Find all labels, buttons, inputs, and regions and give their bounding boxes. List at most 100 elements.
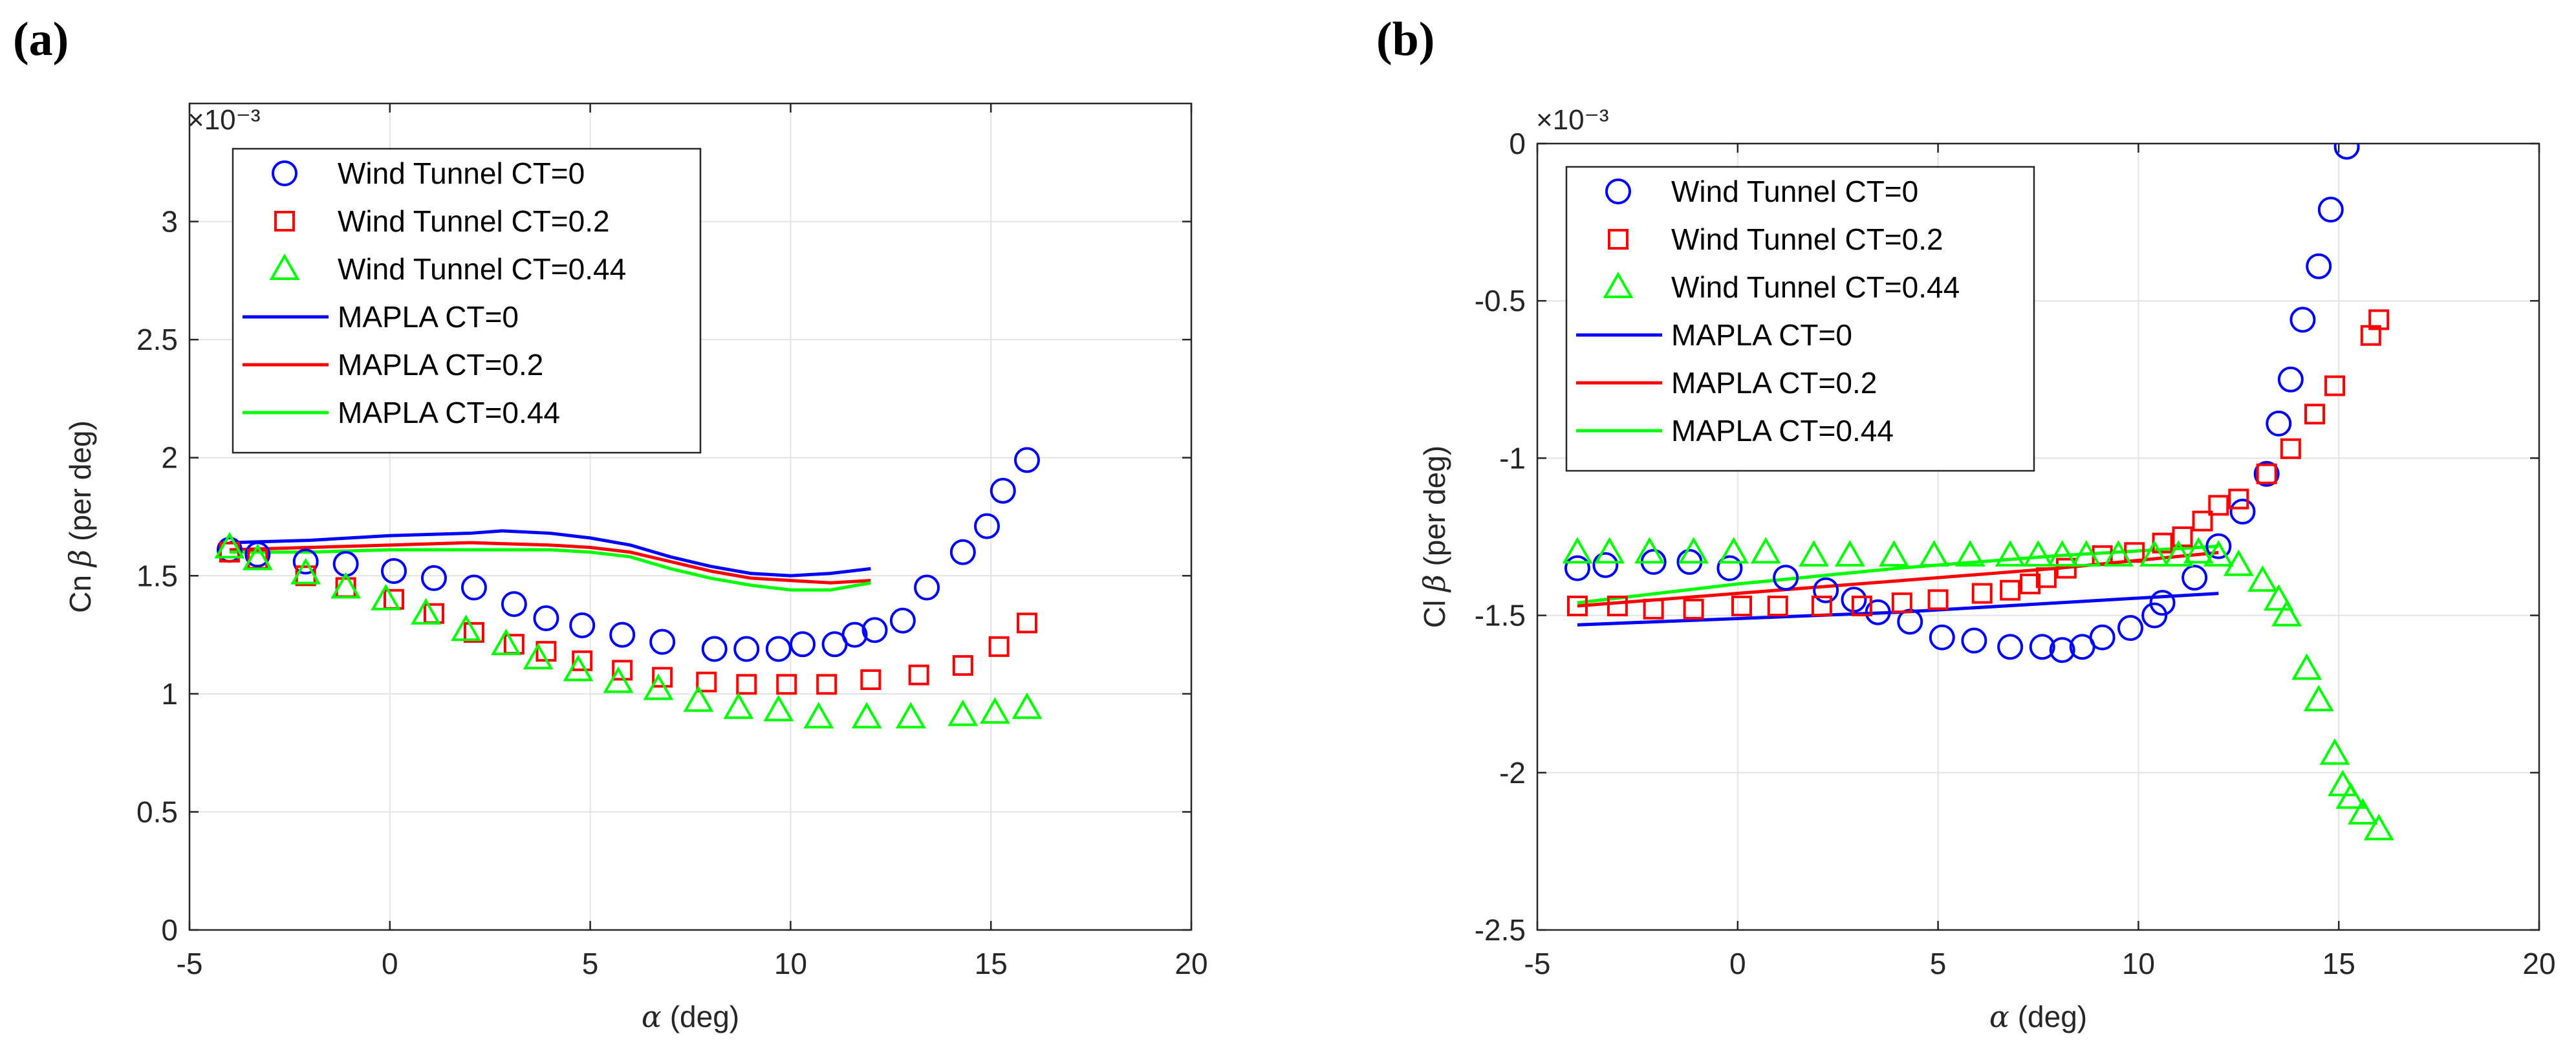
data-point-wind-tunnel-ct-0 (765, 636, 792, 662)
x-tick-label: 5 (1930, 947, 1947, 980)
data-point-wind-tunnel-ct-0 (2149, 590, 2176, 616)
data-point-wind-tunnel-ct-0 (460, 574, 487, 601)
data-point-wind-tunnel-ct-0 (701, 636, 728, 662)
data-point-wind-tunnel-ct-0 (1865, 599, 1891, 625)
y-axis-label: Cn β (per deg) (63, 420, 98, 613)
legend-entry-label: MAPLA CT=0.44 (338, 396, 560, 429)
data-point-wind-tunnel-ct-0-44 (2319, 738, 2350, 765)
legend-entry-label: MAPLA CT=0.2 (1671, 366, 1877, 400)
x-axis-label: α (deg) (1989, 999, 2087, 1034)
y-tick-label: -0.5 (1475, 284, 1526, 318)
x-tick-label: 0 (382, 947, 398, 980)
data-point-wind-tunnel-ct-0-44 (2271, 599, 2302, 627)
data-point-wind-tunnel-ct-0-2 (2256, 463, 2277, 484)
data-point-wind-tunnel-ct-0-2 (1927, 589, 1949, 610)
data-point-wind-tunnel-ct-0-44 (242, 543, 273, 570)
data-point-wind-tunnel-ct-0 (2089, 624, 2116, 651)
data-point-wind-tunnel-ct-0-2 (1811, 596, 1832, 617)
data-point-wind-tunnel-ct-0 (609, 621, 636, 648)
data-point-wind-tunnel-ct-0 (789, 631, 816, 658)
data-point-wind-tunnel-ct-0-44 (491, 629, 521, 656)
axes-box (1536, 142, 2540, 931)
data-point-wind-tunnel-ct-0-44 (1594, 537, 1625, 564)
data-point-wind-tunnel-ct-0-2 (2208, 495, 2229, 516)
data-point-wind-tunnel-ct-0-44 (603, 666, 634, 693)
data-point-wind-tunnel-ct-0-2 (1767, 596, 1788, 617)
legend-entry-label: MAPLA CT=0.2 (338, 348, 543, 382)
legend-entry-label: Wind Tunnel CT=0.2 (338, 204, 610, 238)
data-point-wind-tunnel-ct-0-44 (2303, 684, 2334, 711)
data-point-wind-tunnel-ct-0-2 (1566, 596, 1588, 617)
data-point-wind-tunnel-ct-0-44 (1678, 537, 1709, 564)
data-layer (214, 447, 1043, 729)
data-point-wind-tunnel-ct-0-44 (2103, 540, 2134, 567)
data-point-wind-tunnel-ct-0-2 (1891, 592, 1912, 614)
data-point-wind-tunnel-ct-0-2 (1731, 596, 1752, 617)
data-point-wind-tunnel-ct-0-44 (643, 673, 674, 700)
data-point-wind-tunnel-ct-0-44 (330, 572, 362, 599)
data-point-wind-tunnel-ct-0 (2277, 366, 2304, 393)
x-tick-label: 5 (582, 947, 599, 980)
data-point-wind-tunnel-ct-0 (1961, 627, 1987, 654)
legend-entry-label: Wind Tunnel CT=0.2 (1671, 222, 1943, 256)
data-point-wind-tunnel-ct-0-44 (895, 702, 926, 729)
x-tick-label: -5 (1524, 947, 1551, 980)
data-point-wind-tunnel-ct-0-44 (2327, 770, 2358, 797)
legend-marker-symbol (269, 253, 300, 280)
legend-entry-label: MAPLA CT=0 (1671, 318, 1852, 352)
data-point-wind-tunnel-ct-0-2 (1851, 596, 1872, 617)
data-point-wind-tunnel-ct-0-44 (2183, 537, 2214, 564)
data-point-wind-tunnel-ct-0-44 (563, 654, 594, 682)
data-point-wind-tunnel-ct-0 (914, 574, 940, 601)
x-tick-label: -5 (177, 947, 203, 980)
data-point-wind-tunnel-ct-0 (2141, 602, 2168, 629)
data-point-wind-tunnel-ct-0-2 (2192, 510, 2213, 532)
legend-entry-label: Wind Tunnel CT=0 (1671, 175, 1918, 208)
data-point-wind-tunnel-ct-0 (2253, 460, 2280, 487)
data-point-wind-tunnel-ct-0-2 (696, 671, 717, 693)
y-axis-label: Cl β (per deg) (1417, 446, 1452, 628)
x-tick-label: 15 (2322, 947, 2355, 980)
legend-entry-label: MAPLA CT=0.44 (1671, 414, 1894, 448)
data-point-wind-tunnel-ct-0-2 (652, 667, 673, 688)
data-point-wind-tunnel-ct-0 (974, 513, 1001, 539)
panel-label: (a) (13, 13, 69, 66)
data-point-wind-tunnel-ct-0 (420, 565, 447, 591)
data-point-wind-tunnel-ct-0 (1564, 555, 1590, 581)
data-point-wind-tunnel-ct-0-44 (290, 557, 321, 585)
data-point-wind-tunnel-ct-0 (501, 591, 527, 618)
legend-entry-label: Wind Tunnel CT=0.44 (338, 252, 626, 286)
legend-marker-symbol (274, 211, 295, 232)
data-point-wind-tunnel-ct-0-44 (683, 685, 714, 712)
data-point-wind-tunnel-ct-0-44 (2247, 565, 2278, 592)
data-point-wind-tunnel-ct-0 (889, 607, 916, 634)
data-point-wind-tunnel-ct-0-44 (1012, 692, 1043, 719)
data-point-wind-tunnel-ct-0 (292, 548, 319, 575)
data-point-wind-tunnel-ct-0-2 (2035, 567, 2057, 588)
data-point-wind-tunnel-ct-0-44 (1634, 537, 1665, 564)
data-point-wind-tunnel-ct-0 (990, 477, 1016, 504)
data-point-wind-tunnel-ct-0-44 (2291, 653, 2322, 680)
x-tick-label: 10 (774, 947, 807, 980)
data-point-wind-tunnel-ct-0 (533, 605, 559, 632)
data-point-wind-tunnel-ct-0-2 (2368, 309, 2390, 330)
y-tick-label: -1.5 (1475, 599, 1526, 632)
data-point-wind-tunnel-ct-0-2 (612, 660, 633, 681)
data-point-wind-tunnel-ct-0-44 (2347, 798, 2378, 825)
data-point-wind-tunnel-ct-0 (2049, 637, 2075, 664)
data-point-wind-tunnel-ct-0 (2205, 533, 2232, 559)
chart-panel-b: (b) -5 0 5 10 15 20 -2.5 -2 -1.5 -1 -0.5 0 ×10⁻³ α (de… (1376, 13, 2556, 1034)
data-point-wind-tunnel-ct-0 (1013, 447, 1040, 473)
data-point-wind-tunnel-ct-0-2 (736, 674, 757, 695)
data-point-wind-tunnel-ct-0-2 (2000, 579, 2021, 601)
data-point-wind-tunnel-ct-0-44 (2335, 782, 2366, 809)
legend-marker-symbol (1605, 178, 1631, 204)
data-point-wind-tunnel-ct-0-44 (1562, 537, 1593, 564)
x-tick-label: 20 (1174, 947, 1207, 980)
data-point-wind-tunnel-ct-0-44 (451, 614, 481, 642)
data-point-wind-tunnel-ct-0 (1773, 565, 1799, 591)
data-point-wind-tunnel-ct-0-44 (851, 702, 882, 729)
x-tick-label: 15 (975, 947, 1008, 980)
data-point-wind-tunnel-ct-0 (244, 541, 271, 568)
